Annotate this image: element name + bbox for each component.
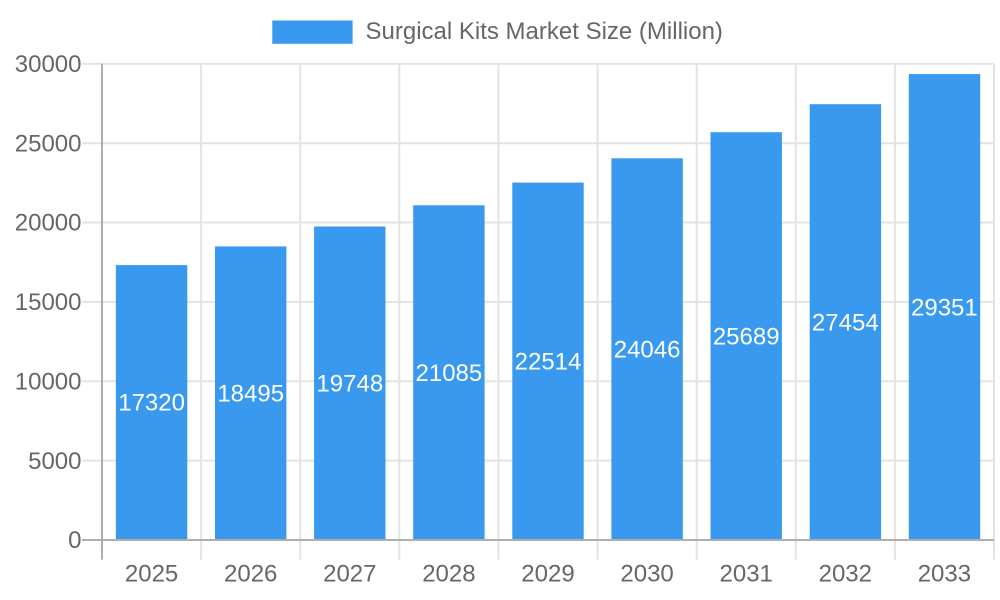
svg-text:15000: 15000 xyxy=(15,289,82,316)
svg-text:25689: 25689 xyxy=(713,323,780,350)
svg-text:2025: 2025 xyxy=(125,561,178,588)
svg-text:2033: 2033 xyxy=(918,561,971,588)
svg-text:25000: 25000 xyxy=(15,130,82,157)
svg-text:2028: 2028 xyxy=(422,561,475,588)
svg-text:2026: 2026 xyxy=(224,561,277,588)
svg-text:2027: 2027 xyxy=(323,561,376,588)
svg-text:20000: 20000 xyxy=(15,210,82,237)
svg-text:2030: 2030 xyxy=(620,561,673,588)
svg-text:0: 0 xyxy=(68,527,81,554)
svg-text:10000: 10000 xyxy=(15,369,82,396)
svg-text:22514: 22514 xyxy=(515,349,582,376)
svg-text:29351: 29351 xyxy=(911,294,978,321)
svg-text:19748: 19748 xyxy=(316,371,383,398)
svg-text:17320: 17320 xyxy=(118,390,185,417)
svg-text:2032: 2032 xyxy=(819,561,872,588)
svg-text:30000: 30000 xyxy=(15,51,82,78)
svg-text:21085: 21085 xyxy=(416,360,483,387)
svg-text:24046: 24046 xyxy=(614,336,681,363)
svg-text:5000: 5000 xyxy=(28,448,81,475)
svg-text:18495: 18495 xyxy=(217,380,284,407)
svg-text:2031: 2031 xyxy=(720,561,773,588)
svg-text:Surgical Kits Market Size (Mil: Surgical Kits Market Size (Million) xyxy=(366,18,723,45)
svg-text:27454: 27454 xyxy=(812,309,879,336)
svg-text:2029: 2029 xyxy=(521,561,574,588)
